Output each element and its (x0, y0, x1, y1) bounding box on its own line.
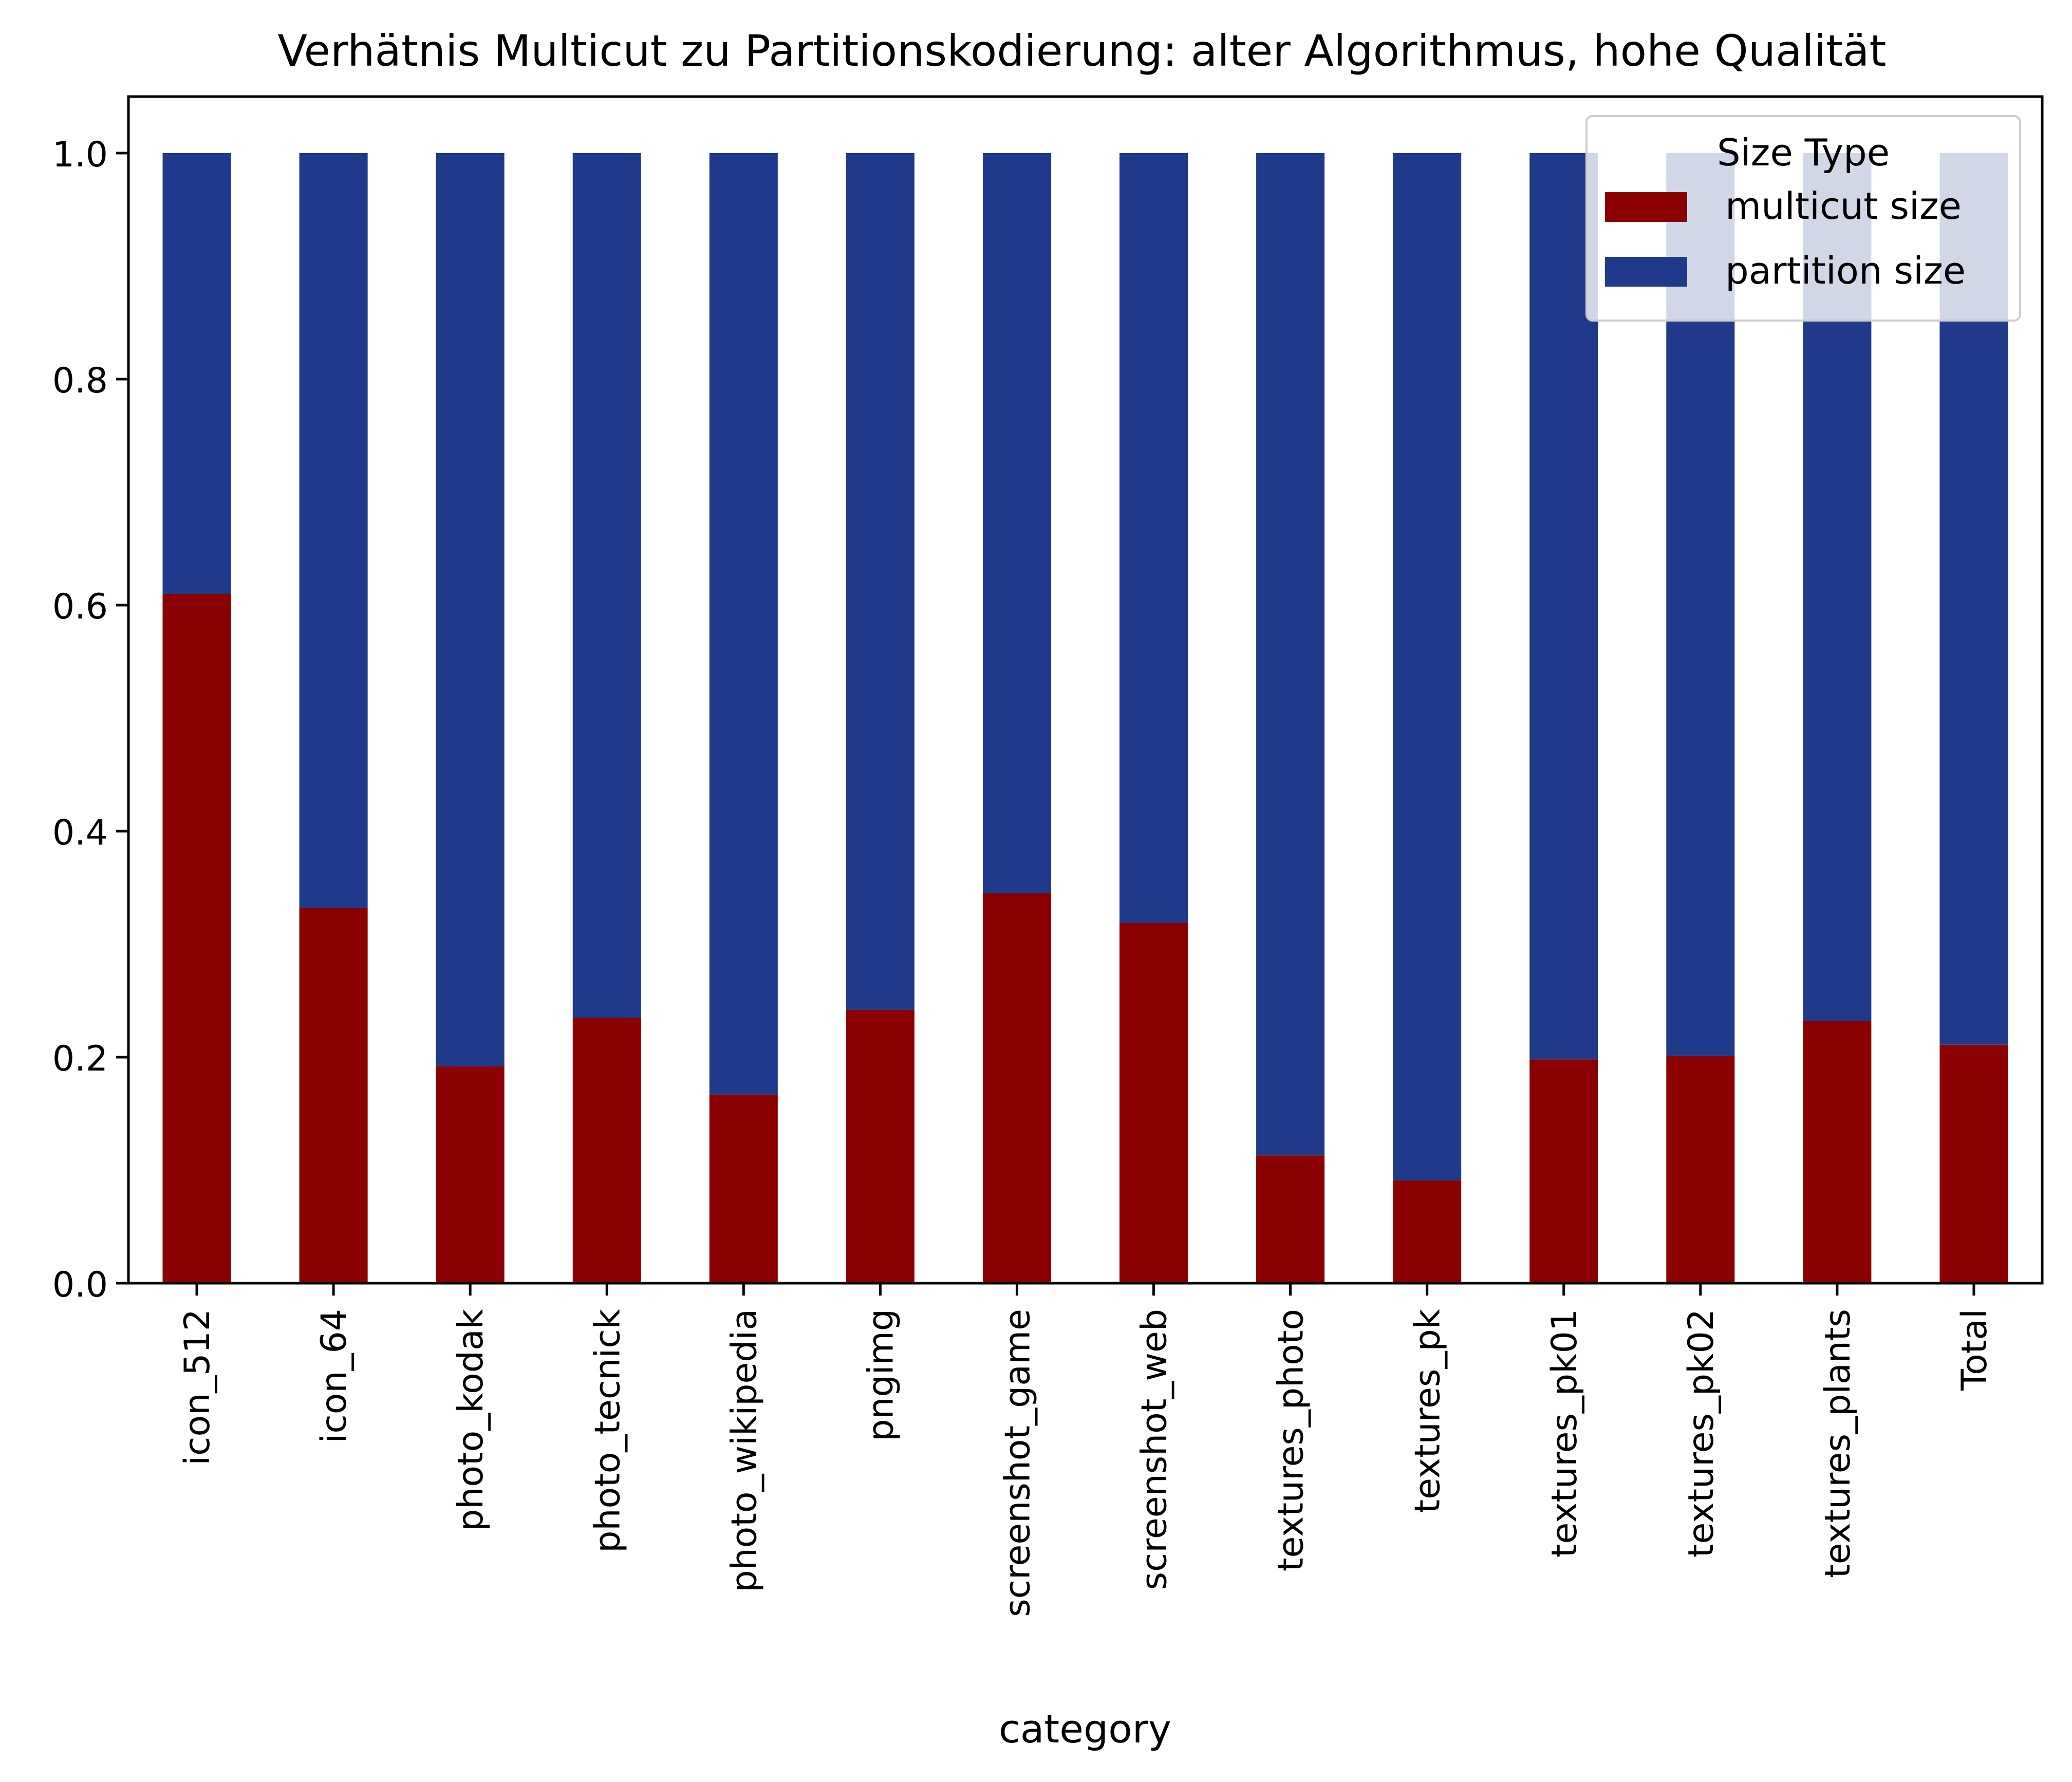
bar-multicut-photo_kodak (436, 1066, 505, 1283)
x-tick-label-pngimg: pngimg (861, 1309, 901, 1441)
bar-multicut-Total (1939, 1044, 2008, 1283)
legend-box (1585, 115, 2021, 322)
bar-partition-icon_64 (299, 153, 368, 908)
bar-multicut-screenshot_web (1119, 923, 1188, 1283)
bar-multicut-photo_tecnick (572, 1018, 641, 1283)
x-tick-label-screenshot_web: screenshot_web (1134, 1309, 1175, 1590)
bar-partition-textures_pk (1393, 153, 1462, 1180)
y-tick-label: 0.2 (52, 1039, 108, 1079)
bar-partition-textures_photo (1256, 153, 1325, 1156)
bar-multicut-textures_pk (1393, 1180, 1462, 1283)
x-tick-label-icon_512: icon_512 (177, 1309, 218, 1466)
plot-frame (127, 95, 2044, 1285)
legend-title: Size Type (1717, 131, 1890, 174)
bar-multicut-textures_pk02 (1666, 1056, 1735, 1283)
bar-multicut-pngimg (846, 1009, 914, 1283)
bar-multicut-screenshot_game (982, 893, 1051, 1283)
legend-label-multicut: multicut size (1725, 184, 1962, 228)
x-tick-label-Total: Total (1954, 1309, 1995, 1391)
legend-label-partition: partition size (1725, 249, 1966, 292)
y-tick-label: 0.4 (52, 813, 108, 853)
chart-title: Verhätnis Multicut zu Partitionskodierun… (278, 26, 1887, 76)
x-tick-label-photo_tecnick: photo_tecnick (587, 1308, 628, 1552)
bar-multicut-textures_plants (1803, 1021, 1872, 1283)
bar-partition-screenshot_game (982, 153, 1051, 893)
bar-partition-icon_512 (162, 153, 231, 594)
x-tick-label-icon_64: icon_64 (314, 1309, 354, 1443)
x-tick-label-photo_kodak: photo_kodak (451, 1308, 491, 1531)
x-tick-label-textures_pk: textures_pk (1408, 1308, 1448, 1513)
bar-partition-photo_wikipedia (709, 153, 778, 1095)
bar-partition-screenshot_web (1119, 153, 1188, 923)
y-tick-label: 0.0 (52, 1265, 108, 1305)
y-tick-label: 1.0 (52, 135, 108, 175)
y-tick-label: 0.8 (52, 361, 108, 401)
bar-multicut-textures_pk01 (1529, 1059, 1598, 1283)
x-tick-label-textures_pk01: textures_pk01 (1544, 1309, 1585, 1558)
x-tick-label-photo_wikipedia: photo_wikipedia (724, 1309, 764, 1592)
x-tick-label-screenshot_game: screenshot_game (997, 1309, 1038, 1617)
bar-multicut-photo_wikipedia (709, 1094, 778, 1283)
bar-partition-photo_tecnick (572, 153, 641, 1018)
legend: Size Type multicut size partition size (1585, 115, 2021, 322)
legend-swatch-multicut (1605, 192, 1687, 222)
bar-multicut-icon_512 (162, 594, 231, 1283)
x-tick-label-textures_pk02: textures_pk02 (1681, 1309, 1722, 1558)
y-tick-label: 0.6 (52, 587, 108, 627)
bar-multicut-icon_64 (299, 908, 368, 1283)
legend-swatch-partition (1605, 257, 1687, 287)
bar-partition-pngimg (846, 153, 914, 1010)
x-axis-label: category (999, 1706, 1171, 1752)
bar-multicut-textures_photo (1256, 1155, 1325, 1283)
x-tick-label-textures_plants: textures_plants (1818, 1309, 1858, 1578)
bar-partition-photo_kodak (436, 153, 505, 1066)
x-tick-label-textures_photo: textures_photo (1271, 1309, 1312, 1571)
